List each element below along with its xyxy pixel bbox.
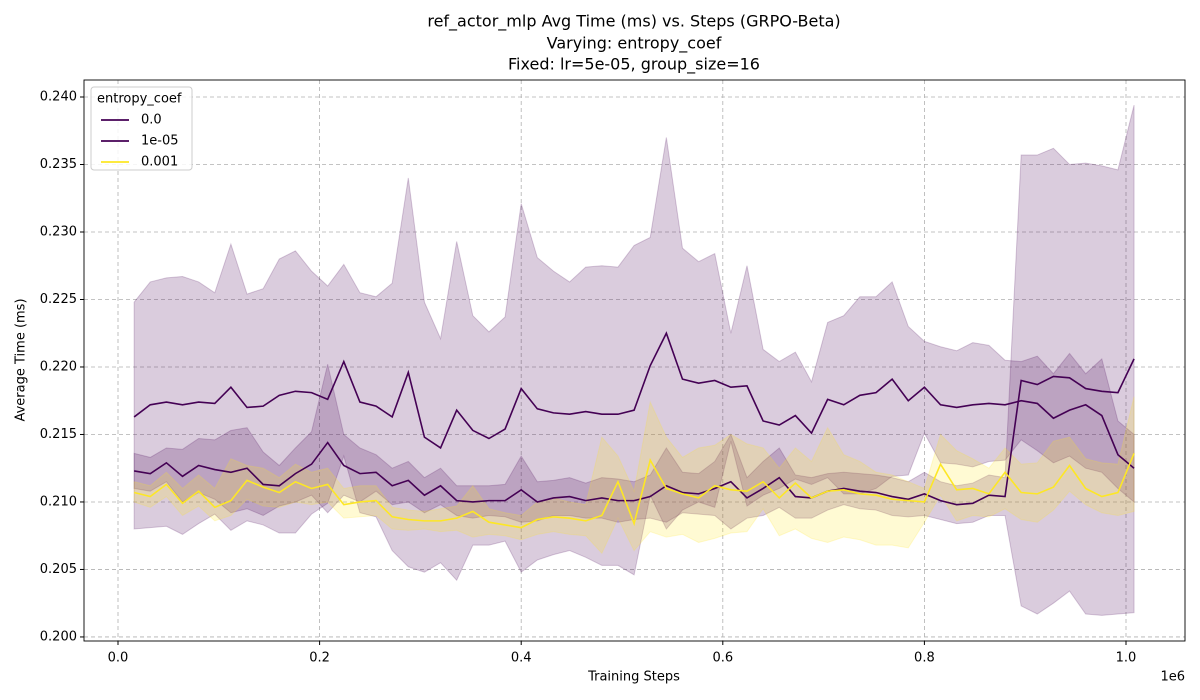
x-tick-label: 0.0	[108, 651, 129, 666]
confidence-band	[133, 104, 1135, 616]
legend-box	[90, 86, 193, 171]
y-tick-label: 0.210	[40, 494, 77, 509]
confidence-band	[133, 137, 1135, 582]
legend-label: 0.0	[141, 113, 162, 128]
chart-subtitle: Varying: entropy_coef	[547, 34, 722, 54]
grid	[84, 80, 1185, 641]
x-tick-label: 0.4	[511, 651, 532, 666]
confidence-band	[133, 396, 1135, 555]
series-line	[133, 358, 1135, 506]
series-line	[133, 453, 1135, 529]
x-tick-label: 1.0	[1116, 651, 1137, 666]
x-tick-label: 0.8	[914, 651, 935, 666]
y-tick-label: 0.235	[40, 157, 77, 172]
legend-label: 1e-05	[141, 134, 179, 149]
x-tick-label: 0.6	[712, 651, 733, 666]
y-tick-label: 0.220	[40, 359, 77, 374]
chart-subtitle: Fixed: lr=5e-05, group_size=16	[508, 55, 760, 75]
plot-frame	[83, 79, 1186, 642]
chart-title: ref_actor_mlp Avg Time (ms) vs. Steps (G…	[427, 12, 840, 32]
y-axis-label: Average Time (ms)	[14, 298, 29, 421]
series-line	[133, 331, 1135, 469]
y-tick-label: 0.230	[40, 224, 77, 239]
y-tick-label: 0.200	[40, 629, 77, 644]
y-tick-label: 0.225	[40, 292, 77, 307]
legend-title: entropy_coef	[97, 92, 182, 107]
y-tick-label: 0.205	[40, 562, 77, 577]
x-offset-label: 1e6	[1160, 670, 1185, 685]
x-tick-label: 0.2	[309, 651, 330, 666]
y-tick-label: 0.240	[40, 90, 77, 105]
legend: entropy_coef 0.0 1e-05 0.001	[90, 86, 193, 171]
y-tick-label: 0.215	[40, 427, 77, 442]
x-axis-label: Training Steps	[587, 670, 680, 685]
legend-label: 0.001	[141, 155, 178, 170]
